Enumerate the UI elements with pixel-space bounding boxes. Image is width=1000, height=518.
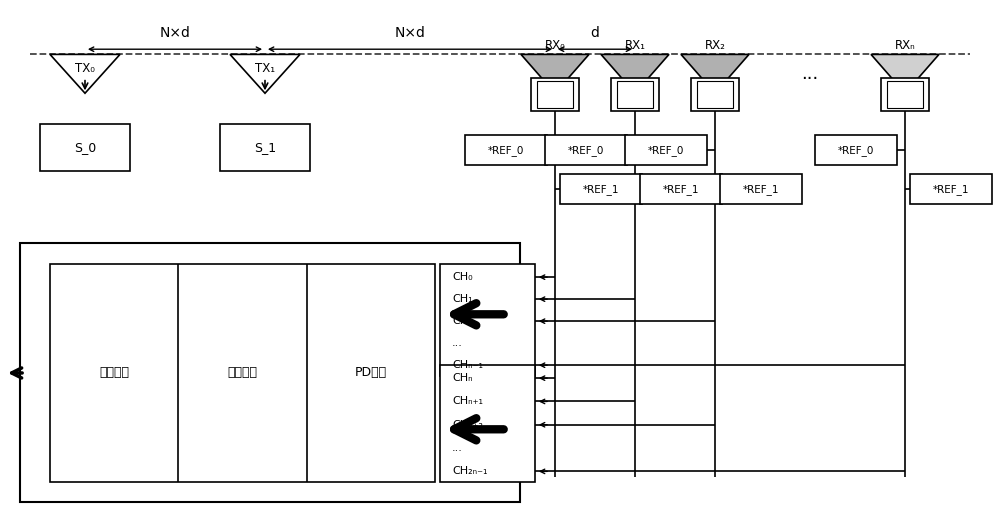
- Bar: [720, 174, 802, 204]
- Bar: [531, 78, 579, 111]
- Text: 目标测角: 目标测角: [99, 366, 129, 380]
- Text: *REF_1: *REF_1: [743, 183, 779, 195]
- Text: *REF_0: *REF_0: [838, 145, 874, 156]
- Polygon shape: [681, 54, 749, 93]
- Polygon shape: [601, 54, 669, 93]
- Bar: [50, 264, 435, 482]
- Bar: [560, 174, 642, 204]
- Polygon shape: [230, 54, 300, 93]
- Bar: [881, 78, 929, 111]
- Text: *REF_1: *REF_1: [583, 183, 619, 195]
- Text: 目标检测: 目标检测: [228, 366, 258, 380]
- Bar: [537, 81, 573, 108]
- Text: *REF_0: *REF_0: [568, 145, 604, 156]
- Text: CHₙ₊₂: CHₙ₊₂: [452, 420, 483, 430]
- Text: RX₁: RX₁: [624, 39, 646, 52]
- Text: RX₂: RX₂: [705, 39, 725, 52]
- Text: N×d: N×d: [160, 26, 190, 40]
- Text: N×d: N×d: [395, 26, 425, 40]
- Text: TX₁: TX₁: [255, 62, 275, 75]
- Text: *REF_1: *REF_1: [663, 183, 699, 195]
- Bar: [465, 135, 547, 165]
- Polygon shape: [521, 54, 589, 93]
- Bar: [697, 81, 733, 108]
- Bar: [545, 135, 627, 165]
- Bar: [220, 124, 310, 171]
- Polygon shape: [871, 54, 939, 93]
- Text: ...: ...: [452, 443, 463, 453]
- Text: *REF_0: *REF_0: [488, 145, 524, 156]
- Text: ...: ...: [452, 338, 463, 348]
- Text: CH₂: CH₂: [452, 316, 473, 326]
- Text: S_1: S_1: [254, 141, 276, 154]
- Text: CH₁: CH₁: [452, 294, 473, 304]
- Text: CHₙ₊₁: CHₙ₊₁: [452, 396, 483, 407]
- Bar: [640, 174, 722, 204]
- Text: CHₙ₋₁: CHₙ₋₁: [452, 360, 483, 370]
- Text: ...: ...: [801, 65, 819, 83]
- Text: CH₂ₙ₋₁: CH₂ₙ₋₁: [452, 466, 488, 477]
- Bar: [20, 243, 520, 502]
- Text: TX₀: TX₀: [75, 62, 95, 75]
- Bar: [625, 135, 707, 165]
- Text: *REF_1: *REF_1: [933, 183, 969, 195]
- Text: RXₙ: RXₙ: [895, 39, 915, 52]
- Text: RX₀: RX₀: [545, 39, 565, 52]
- Text: *REF_0: *REF_0: [648, 145, 684, 156]
- Text: CHₙ: CHₙ: [452, 373, 473, 383]
- Bar: [440, 264, 535, 376]
- Text: S_0: S_0: [74, 141, 96, 154]
- Bar: [611, 78, 659, 111]
- Bar: [440, 365, 535, 482]
- Text: CH₀: CH₀: [452, 272, 473, 282]
- Text: d: d: [591, 26, 599, 40]
- Bar: [910, 174, 992, 204]
- Polygon shape: [50, 54, 120, 93]
- Bar: [887, 81, 923, 108]
- Text: PD积累: PD积累: [355, 366, 387, 380]
- Bar: [617, 81, 653, 108]
- Bar: [40, 124, 130, 171]
- Bar: [815, 135, 897, 165]
- Bar: [691, 78, 739, 111]
